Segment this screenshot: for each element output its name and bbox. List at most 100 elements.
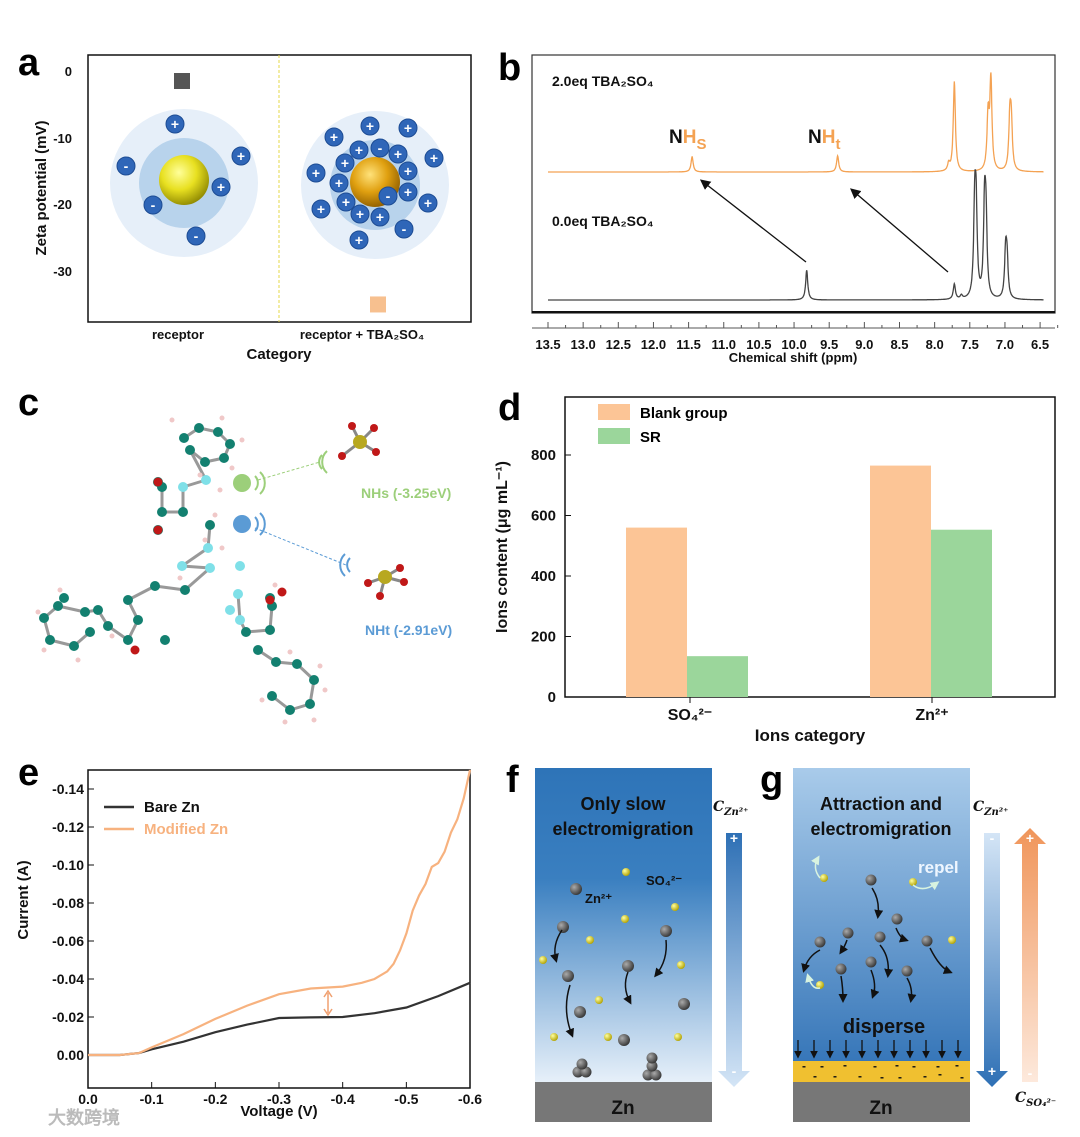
bond <box>188 449 208 481</box>
negative-charge: - <box>898 1070 902 1084</box>
zn-ion <box>901 965 913 977</box>
so4-ion <box>539 956 547 964</box>
charge-ion <box>349 140 369 160</box>
so4-ion <box>550 1033 558 1041</box>
y-tick-label: -0.04 <box>52 971 84 987</box>
bond <box>184 566 211 592</box>
y-tick-label: -0.02 <box>52 1009 84 1025</box>
atom <box>253 645 263 655</box>
atom <box>157 507 167 517</box>
x-tick-label: -0.1 <box>140 1091 164 1107</box>
oxygen-atom <box>153 525 163 535</box>
atom <box>178 482 188 492</box>
receptor-sphere <box>159 155 209 205</box>
atom <box>205 520 215 530</box>
nmr-spectrum-0 <box>548 72 1044 173</box>
atom <box>39 613 49 623</box>
charge-ion <box>116 156 136 176</box>
charge-ion <box>336 192 356 212</box>
atom <box>160 635 170 645</box>
y-tick-label: -0.10 <box>52 857 84 873</box>
arrow2-top-sign: + <box>1026 830 1034 846</box>
zn-ion <box>678 998 690 1010</box>
arrow-top-sign: + <box>730 830 738 846</box>
x-tick-label: 0.0 <box>78 1091 98 1107</box>
charge-sign: + <box>366 118 374 134</box>
negative-charge: - <box>895 1058 899 1072</box>
x-axis-label: Category <box>246 346 312 363</box>
bar-sr-1 <box>931 529 992 697</box>
legend-swatch-blank <box>598 404 630 420</box>
repel-arrow <box>805 973 821 989</box>
bond <box>154 584 186 592</box>
so4-ion <box>622 868 630 876</box>
negative-charge: - <box>843 1058 847 1072</box>
x-tick-label: 10.0 <box>781 337 806 352</box>
zn-deposit <box>650 1069 662 1081</box>
charge-ion <box>350 204 370 224</box>
so4-ion <box>909 878 917 886</box>
y-tick: -20 <box>53 197 72 212</box>
zn-ion <box>921 935 933 947</box>
legend-label-modified: Modified Zn <box>144 821 228 838</box>
atom <box>285 705 295 715</box>
y-tick: -30 <box>53 264 72 279</box>
atom <box>205 563 215 573</box>
arrow-bottom-sign: - <box>732 1063 737 1079</box>
atom <box>194 423 204 433</box>
charge-sign: + <box>356 206 364 222</box>
migration-arrow <box>895 927 909 943</box>
charge-sign: + <box>394 146 402 162</box>
atom <box>292 659 302 669</box>
charge-ion <box>211 177 231 197</box>
nht-energy-label: NHt (-2.91eV) <box>365 622 452 638</box>
disperse-label: disperse <box>843 1016 925 1038</box>
atom <box>180 585 190 595</box>
bond <box>127 584 156 602</box>
zn-ion <box>570 883 582 895</box>
repel-arrow <box>912 881 940 891</box>
plot-frame <box>87 769 471 1089</box>
x-axis-label: Ions category <box>755 726 866 745</box>
charge-sign: + <box>430 150 438 166</box>
hydrogen-atom <box>57 587 63 593</box>
arrow-bottom-sign: + <box>988 1063 996 1079</box>
hydrogen-atom <box>322 687 328 693</box>
zn-ion <box>842 927 854 939</box>
y-axis-label: Zeta potential (mV) <box>33 120 50 255</box>
so4-ion <box>674 1033 682 1041</box>
title-line1: Only slow <box>580 794 666 814</box>
data-point-1 <box>370 296 386 313</box>
hydrogen-atom <box>177 575 183 581</box>
charge-sign: - <box>151 197 156 213</box>
x-tick-label: 8.5 <box>890 337 908 352</box>
zn-ion <box>618 1034 630 1046</box>
hydrogen-atom <box>169 417 175 423</box>
legend-swatch-sr <box>598 428 630 444</box>
x-tick-label: 7.5 <box>961 337 979 352</box>
charge-ion <box>306 163 326 183</box>
charge-sign: + <box>237 148 245 164</box>
arrow-top-sign: - <box>990 830 995 846</box>
y-tick-label: -0.08 <box>52 895 84 911</box>
receptor-illustration <box>110 109 258 257</box>
panel-label-a: a <box>18 42 40 84</box>
interaction-line-nhs <box>257 461 321 481</box>
migration-arrow <box>550 929 563 963</box>
charge-sign: + <box>355 142 363 158</box>
negative-charge: - <box>955 1058 959 1072</box>
y-tick-label: 0.00 <box>57 1047 84 1063</box>
y-tick-label: -0.12 <box>52 819 84 835</box>
y-tick-label: -0.06 <box>52 933 84 949</box>
panel-d-chart: 0 200 400 600 800 Blank group SR Ions conten… <box>494 396 1056 745</box>
atom <box>235 615 245 625</box>
negative-charge: - <box>938 1067 942 1081</box>
atom <box>69 641 79 651</box>
panel-a-chart: +-++--++ +++ - ++ +++++ - ++ + +-+ 0 -10 -20 -30… <box>33 54 472 363</box>
nhs-annotation: NHS <box>669 127 706 153</box>
zn-ion <box>574 1006 586 1018</box>
negative-charge: - <box>936 1059 940 1073</box>
negative-charge: - <box>858 1069 862 1083</box>
migration-arrow <box>906 977 917 1003</box>
